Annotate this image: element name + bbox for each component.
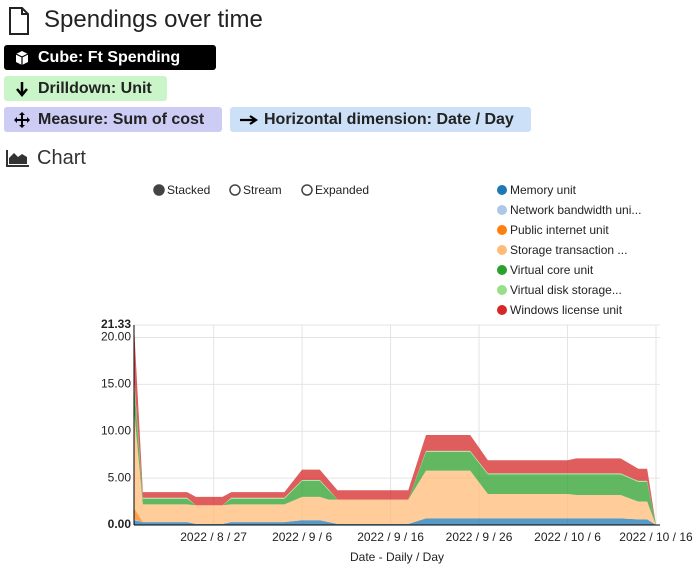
legend-swatch[interactable]: [497, 265, 507, 275]
legend-label[interactable]: Memory unit: [510, 183, 577, 197]
cube-icon: [15, 51, 29, 65]
page-title: Spendings over time: [44, 6, 263, 33]
badge-text: Measure: Sum of cost: [38, 111, 205, 128]
legend-label[interactable]: Public internet unit: [510, 223, 609, 237]
x-tick-label: 2022 / 10 / 16: [619, 530, 693, 544]
area: [134, 409, 656, 525]
x-tick-label: 2022 / 10 / 6: [534, 530, 601, 544]
legend-swatch[interactable]: [497, 205, 507, 215]
area: [134, 518, 656, 525]
legend-label[interactable]: Windows license unit: [510, 303, 623, 317]
x-tick-label: 2022 / 9 / 26: [446, 530, 513, 544]
section-title: Chart: [37, 147, 86, 169]
legend-swatch[interactable]: [497, 245, 507, 255]
legend-swatch[interactable]: [497, 185, 507, 195]
radio-label[interactable]: Stacked: [167, 183, 210, 197]
x-axis-label: Date - Daily / Day: [350, 550, 444, 564]
radio-label[interactable]: Stream: [243, 183, 282, 197]
badge[interactable]: Drilldown: Unit: [4, 76, 167, 101]
radio-button[interactable]: [301, 184, 313, 196]
badge[interactable]: Cube: Ft Spending: [4, 45, 216, 70]
badge[interactable]: Horizontal dimension: Date / Day: [230, 107, 531, 132]
badge-text: Cube: Ft Spending: [38, 49, 181, 66]
y-tick-label: 20.00: [101, 330, 131, 344]
badge-text: Drilldown: Unit: [38, 80, 152, 97]
x-tick-label: 2022 / 8 / 27: [180, 530, 247, 544]
legend-swatch[interactable]: [497, 305, 507, 315]
x-tick-label: 2022 / 9 / 16: [357, 530, 424, 544]
badge[interactable]: Measure: Sum of cost: [4, 107, 222, 132]
y-tick-label: 0.00: [108, 517, 132, 531]
badge-text: Horizontal dimension: Date / Day: [264, 111, 514, 128]
legend-label[interactable]: Network bandwidth uni...: [510, 203, 641, 217]
legend-label[interactable]: Virtual disk storage...: [510, 283, 622, 297]
arrow-down-icon: [16, 82, 28, 97]
radio-button[interactable]: [153, 184, 165, 196]
legend-swatch[interactable]: [497, 225, 507, 235]
y-tick-label: 15.00: [101, 377, 131, 391]
move-icon: [14, 112, 30, 128]
document-icon: [9, 7, 29, 35]
legend-label[interactable]: Virtual core unit: [510, 263, 594, 277]
area: [134, 381, 656, 525]
radio-label[interactable]: Expanded: [315, 183, 369, 197]
y-tick-label: 21.33: [101, 317, 131, 331]
area-chart-icon: [6, 150, 29, 167]
legend-label[interactable]: Storage transaction ...: [510, 243, 627, 257]
y-tick-label: 5.00: [108, 470, 132, 484]
legend-swatch[interactable]: [497, 285, 507, 295]
y-tick-label: 10.00: [101, 423, 131, 437]
x-tick-label: 2022 / 9 / 6: [272, 530, 332, 544]
radio-button[interactable]: [229, 184, 241, 196]
arrow-right-icon: [240, 115, 258, 125]
